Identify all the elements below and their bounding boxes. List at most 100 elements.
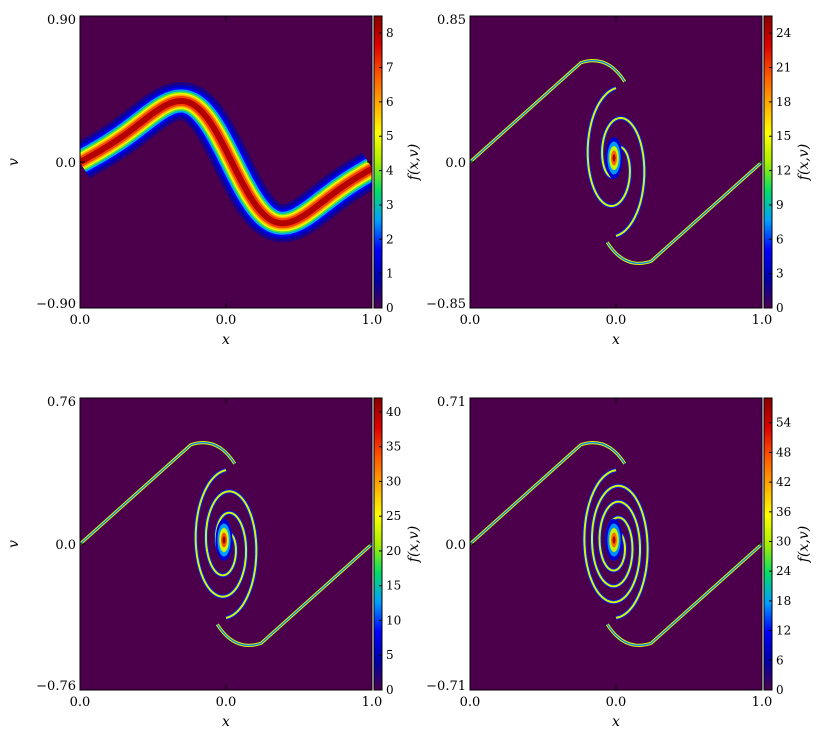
- colorbar-tick-label: 54: [776, 416, 792, 430]
- filament-arm-0: [80, 442, 236, 545]
- colorbar-label: f(x,v): [796, 144, 812, 181]
- x-tick-label: 1.0: [752, 695, 773, 710]
- core-layer-4: [222, 536, 226, 544]
- x-tick-label: 0.0: [606, 313, 627, 328]
- filament-arm-0: [470, 60, 626, 163]
- spiral-arm-0: [583, 469, 641, 604]
- y-tick-label: 0.0: [445, 156, 466, 171]
- colorbar-label: f(x,v): [406, 144, 422, 181]
- y-tick-label: 0.85: [437, 13, 466, 28]
- colorbar-tick-label: 0: [386, 301, 394, 315]
- spiral-arm-0: [586, 87, 631, 207]
- panel-bottom-left: 0.760.0−0.760.0 0.0 1.0xv0510152025303540f…: [6, 395, 422, 730]
- colorbar: 0 3 6 9 12 15 18 21 24 f(x,v): [763, 15, 812, 315]
- colorbar-tick-label: 8: [386, 26, 394, 40]
- colorbar-tick-label: 15: [386, 579, 401, 593]
- x-tick-label: 0.0: [70, 313, 91, 328]
- colorbar-gradient: [763, 397, 773, 691]
- y-tick-label: 0.90: [47, 13, 76, 28]
- colorbar-tick-label: 6: [776, 232, 784, 246]
- colorbar: 0 5 10 15 20 25 30 35 40 f(x,v): [373, 397, 422, 697]
- colorbar-tick-label: 42: [776, 475, 791, 489]
- colorbar-tick-label: 0: [776, 683, 784, 697]
- colorbar-tick-label: 0: [776, 301, 784, 315]
- colorbar-tick-label: 20: [386, 544, 401, 558]
- x-tick-label: 1.0: [362, 313, 383, 328]
- colorbar-tick-label: 7: [386, 61, 394, 75]
- core-layer-4: [612, 154, 616, 162]
- colorbar-label: f(x,v): [796, 526, 812, 563]
- colorbar-tick-label: 2: [386, 232, 394, 246]
- colorbar-tick-label: 35: [386, 440, 401, 454]
- x-tick-label: 1.0: [362, 695, 383, 710]
- density-field: [470, 441, 762, 647]
- colorbar-tick-label: 18: [776, 95, 791, 109]
- y-tick-label: 0.0: [55, 156, 76, 171]
- x-tick-label: 0.0: [70, 695, 91, 710]
- y-tick-label: 0.0: [55, 538, 76, 553]
- density-field: [80, 441, 372, 647]
- colorbar-tick-label: 6: [776, 653, 784, 667]
- x-axis-label: x: [222, 714, 230, 730]
- filament-arm-1: [606, 161, 762, 264]
- filament-arm-0: [470, 442, 626, 545]
- y-tick-label: 0.0: [445, 538, 466, 553]
- colorbar-tick-label: 24: [776, 26, 792, 40]
- colorbar-tick-label: 48: [776, 445, 791, 459]
- x-tick-label: 0.0: [460, 313, 481, 328]
- density-field: [470, 59, 762, 265]
- colorbar-tick-label: 9: [776, 198, 784, 212]
- colorbar-tick-label: 6: [386, 95, 394, 109]
- x-tick-label: 0.0: [606, 695, 627, 710]
- colorbar-tick-label: 4: [386, 164, 394, 178]
- filament-arm-1: [216, 543, 372, 646]
- y-tick-label: −0.71: [426, 679, 466, 694]
- x-axis-label: x: [612, 714, 620, 730]
- colorbar-tick-label: 10: [386, 613, 401, 627]
- y-axis-label: v: [6, 540, 22, 548]
- core-layer-4: [612, 536, 616, 544]
- colorbar-tick-label: 3: [776, 267, 784, 281]
- colorbar-tick-label: 0: [386, 683, 394, 697]
- x-tick-label: 0.0: [216, 695, 237, 710]
- colorbar-tick-label: 21: [776, 61, 791, 75]
- panel-bottom-right: 0.710.0−0.710.0 0.0 1.0x061218243036424854…: [426, 395, 812, 730]
- colorbar-tick-label: 36: [776, 505, 791, 519]
- colorbar-tick-label: 15: [776, 129, 791, 143]
- y-tick-label: 0.76: [47, 395, 76, 410]
- colorbar-tick-label: 24: [776, 564, 792, 578]
- colorbar-tick-label: 40: [386, 405, 401, 419]
- density-band-8: [80, 98, 372, 227]
- y-tick-label: −0.85: [426, 297, 466, 312]
- colorbar-gradient: [373, 15, 383, 309]
- panel-top-right: 0.850.0−0.850.0 0.0 1.0x03691215182124f(x,…: [426, 13, 812, 348]
- colorbar-label: f(x,v): [406, 526, 422, 563]
- colorbar-tick-label: 18: [776, 594, 791, 608]
- x-tick-label: 0.0: [460, 695, 481, 710]
- colorbar-tick-label: 3: [386, 198, 394, 212]
- spiral-arm-1: [601, 117, 646, 237]
- x-axis-label: x: [612, 332, 620, 348]
- colorbar-tick-label: 30: [776, 535, 791, 549]
- filament-arm-1: [606, 543, 762, 646]
- colorbar-tick-label: 5: [386, 648, 394, 662]
- colorbar: 0 6 12 18 24 30 36 42 48 54 f(x,v): [763, 397, 812, 697]
- colorbar-tick-label: 12: [776, 164, 791, 178]
- y-axis-label: v: [6, 158, 22, 166]
- density-field: [80, 82, 372, 243]
- colorbar-tick-label: 12: [776, 624, 791, 638]
- colorbar-tick-label: 30: [386, 474, 401, 488]
- colorbar-tick-label: 5: [386, 129, 394, 143]
- y-tick-label: 0.71: [437, 395, 466, 410]
- colorbar-tick-label: 25: [386, 509, 401, 523]
- colorbar-gradient: [373, 397, 383, 691]
- x-axis-label: x: [222, 332, 230, 348]
- colorbar-gradient: [763, 15, 773, 309]
- colorbar-tick-label: 1: [386, 267, 394, 281]
- y-tick-label: −0.90: [36, 297, 76, 312]
- y-tick-label: −0.76: [36, 679, 76, 694]
- spiral-arm-1: [204, 490, 258, 619]
- x-tick-label: 1.0: [752, 313, 773, 328]
